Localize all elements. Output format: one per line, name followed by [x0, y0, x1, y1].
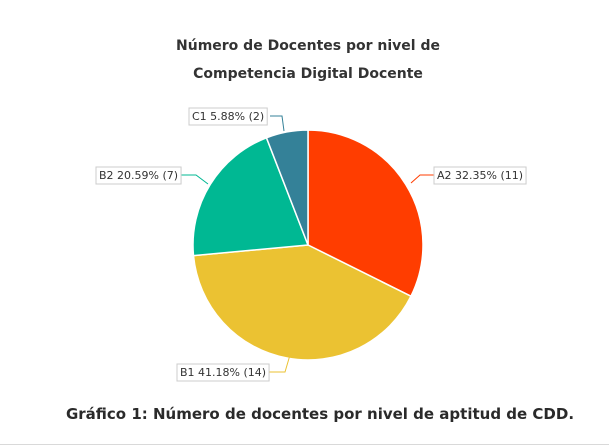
leader-line-b2 — [181, 174, 209, 185]
slice-label-a2: A2 32.35% (11) — [437, 169, 523, 182]
figure-caption: Gráfico 1: Número de docentes por nivel … — [65, 405, 575, 423]
chart-title-line-2: Competencia Digital Docente — [193, 66, 423, 82]
pie-slice-c1[interactable] — [265, 129, 309, 246]
slice-label-box-b2 — [95, 166, 182, 185]
leader-line-b1 — [269, 354, 291, 373]
slice-label-box-a2 — [433, 166, 527, 185]
leader-line-c1 — [270, 115, 285, 132]
slice-label-box-c1 — [188, 107, 268, 126]
slice-label-b2: B2 20.59% (7) — [99, 169, 178, 182]
slice-label-c1: C1 5.88% (2) — [192, 110, 264, 123]
pie-chart: A2 32.35% (11) B1 41.18% (14) B2 20.59% (7… — [95, 107, 527, 382]
leader-line-a2 — [410, 174, 434, 184]
pie-slice-b2[interactable] — [192, 136, 310, 257]
bottom-divider — [0, 444, 609, 445]
chart-title-line-1: Número de Docentes por nivel de — [176, 38, 440, 54]
slice-label-box-b1 — [176, 363, 270, 382]
pie-slice-b1[interactable] — [192, 244, 412, 361]
pie-slice-a2[interactable] — [307, 129, 424, 298]
slice-label-b1: B1 41.18% (14) — [180, 366, 266, 379]
